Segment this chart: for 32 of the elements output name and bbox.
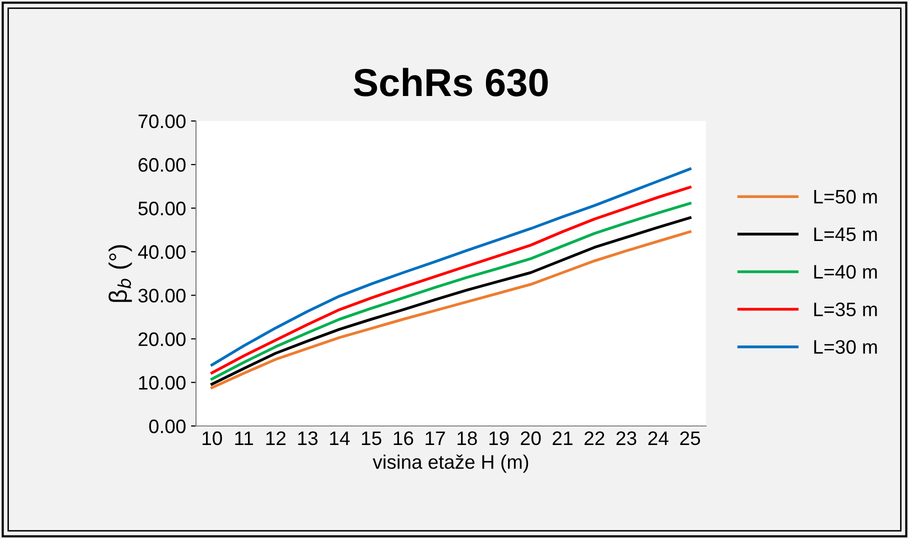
legend-label: L=45 m <box>814 228 877 242</box>
x-tick-label: 10 <box>202 431 222 446</box>
x-tick-label: 20 <box>520 431 541 446</box>
x-tick-label: 22 <box>584 431 604 445</box>
y-tick-label: 60.00 <box>138 158 186 172</box>
x-tick-label: 25 <box>680 431 700 446</box>
y-axis-title: β$_{b}$ (°) <box>108 245 132 302</box>
x-tick-label: 24 <box>648 431 668 445</box>
x-tick-label: 12 <box>266 431 286 445</box>
x-tick-label: 23 <box>616 431 636 446</box>
legend-label: L=50 m <box>814 190 877 204</box>
y-tick-label: 70.00 <box>138 114 186 128</box>
y-tick-label: 40.00 <box>138 245 186 259</box>
x-tick-label: 13 <box>298 431 318 446</box>
x-tick-label: 18 <box>458 431 477 446</box>
legend-label: L=35 m <box>814 302 877 316</box>
x-tick-label: 17 <box>426 432 445 445</box>
x-tick-label: 11 <box>235 432 253 445</box>
x-tick-label: 21 <box>552 431 572 445</box>
y-tick-label: 50.00 <box>138 202 186 216</box>
x-tick-label: 15 <box>362 432 382 446</box>
x-axis-title: visina etaže H (m) <box>372 454 528 473</box>
x-tick-label: 16 <box>394 431 414 446</box>
y-tick-label: 30.00 <box>138 288 186 303</box>
chart-title: SchRs 630 <box>354 68 548 96</box>
x-tick-label: 19 <box>489 431 509 446</box>
y-tick-label: 20.00 <box>138 332 186 346</box>
y-tick-label: 0.00 <box>149 419 186 434</box>
legend-label: L=30 m <box>814 340 877 354</box>
y-tick-label: 10.00 <box>139 376 186 390</box>
x-tick-label: 14 <box>330 432 350 445</box>
legend-label: L=40 m <box>814 264 877 279</box>
